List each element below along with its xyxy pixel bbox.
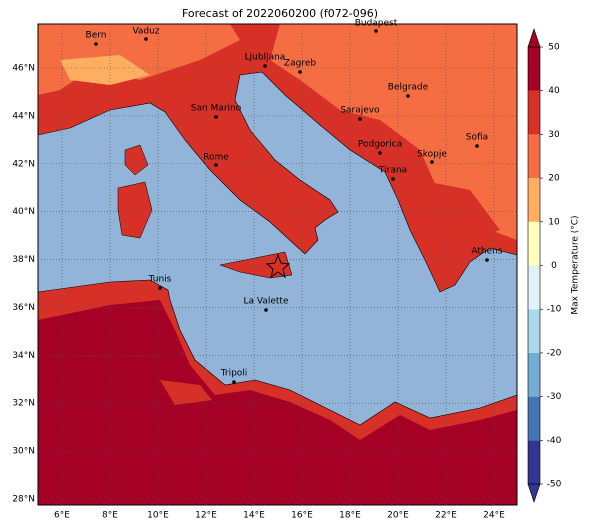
colorbar-tick-label: 30 [548,130,560,140]
hot-zone [160,380,212,405]
lon-tick-label: 20°E [387,511,409,521]
city-label: Podgorica [358,140,402,150]
colorbar-segment [528,309,540,353]
title: Forecast of 2022060200 (f072-096) [182,7,378,20]
lat-tick-label: 42°N [12,159,35,169]
hot-zone [420,180,500,240]
lat-tick-label: 34°N [12,351,35,361]
lon-tick-label: 16°E [291,511,313,521]
city-marker [264,308,268,312]
lon-tick-label: 10°E [147,511,169,521]
city-marker [158,286,162,290]
city-label: Tirana [378,166,407,176]
colorbar-segment [528,134,540,179]
city-label: Sofia [466,133,488,143]
island [219,251,293,279]
city-label: Sarajevo [340,106,380,116]
star-marker [265,253,291,279]
lon-tick-label: 22°E [435,511,457,521]
lat-tick-label: 32°N [12,399,35,409]
colorbar-tick-label: -30 [547,392,562,402]
colorbar-tick-label: -20 [547,348,562,358]
city-label: Belgrade [388,83,429,93]
colorbar-tick-label: -10 [547,305,562,315]
lat-tick-label: 44°N [12,111,35,121]
colorbar-segment [528,221,540,266]
lon-tick-label: 12°E [195,511,217,521]
lon-tick-label: 8°E [102,511,118,521]
lat-tick-label: 30°N [12,447,35,457]
city-marker [391,177,395,181]
city-label: Skopje [417,150,447,160]
city-label: Zagreb [284,59,316,69]
colorbar-segment [528,265,540,310]
city-marker [378,151,382,155]
city-label: Tunis [148,275,172,285]
desert-zone [38,350,130,460]
warm-zone [38,24,240,95]
lat-tick-label: 36°N [12,303,35,313]
colorbar-tick-label: 40 [548,86,560,96]
colorbar-tick-label: 0 [551,261,557,271]
city-label: Vaduz [132,27,159,37]
city-marker [144,37,148,41]
lat-tick-label: 46°N [12,64,35,74]
city-marker [298,70,302,74]
city-label: Ljubljana [245,53,286,63]
city-marker [475,144,479,148]
city-label: Athens [471,247,502,257]
city-marker [214,115,218,119]
colorbar-extend-high [527,28,541,48]
mild-zone [60,55,150,85]
map-frame [37,23,518,506]
lat-tick-label: 28°N [12,494,35,504]
colorbar-tick-label: 20 [548,174,560,184]
colorbar-tick-label: 50 [548,43,560,53]
city-label: Tripoli [220,369,248,379]
colorbar-segment [528,90,540,135]
lon-tick-label: 18°E [339,511,361,521]
city-marker [374,29,378,33]
island [124,144,149,176]
island [117,181,153,239]
city-label: La Valette [244,297,289,307]
city-marker [430,160,434,164]
city-marker [406,94,410,98]
city-label: Bern [86,31,107,41]
city-marker [94,42,98,46]
colorbar-segment [528,440,540,484]
lat-tick-label: 40°N [12,207,35,217]
city-label: Budapest [355,19,398,29]
city-marker [263,64,267,68]
colorbar-tick-label: 10 [548,217,560,227]
colorbar-tick-label: -40 [547,436,562,446]
lat-tick-label: 38°N [12,255,35,265]
colorbar-segment [528,352,540,397]
colorbar-extend-low [527,483,541,503]
colorbar-label: Max Temperature (°C) [571,215,581,314]
city-marker [232,380,236,384]
warm-zone [270,24,517,240]
city-marker [485,258,489,262]
colorbar-tick-label: -50 [547,480,562,490]
colorbar-segment [528,178,540,222]
lon-tick-label: 24°E [483,511,505,521]
city-label: Rome [203,153,229,163]
colorbar-segment [528,396,540,441]
city-marker [214,163,218,167]
colorbar-segment [528,47,540,91]
lon-tick-label: 14°E [243,511,265,521]
colorbar: -50 -40 -30 -20 -10 0 10 20 30 40 50 [527,28,562,503]
city-label: San Marino [191,104,242,114]
lon-tick-label: 6°E [54,511,70,521]
city-marker [358,117,362,121]
